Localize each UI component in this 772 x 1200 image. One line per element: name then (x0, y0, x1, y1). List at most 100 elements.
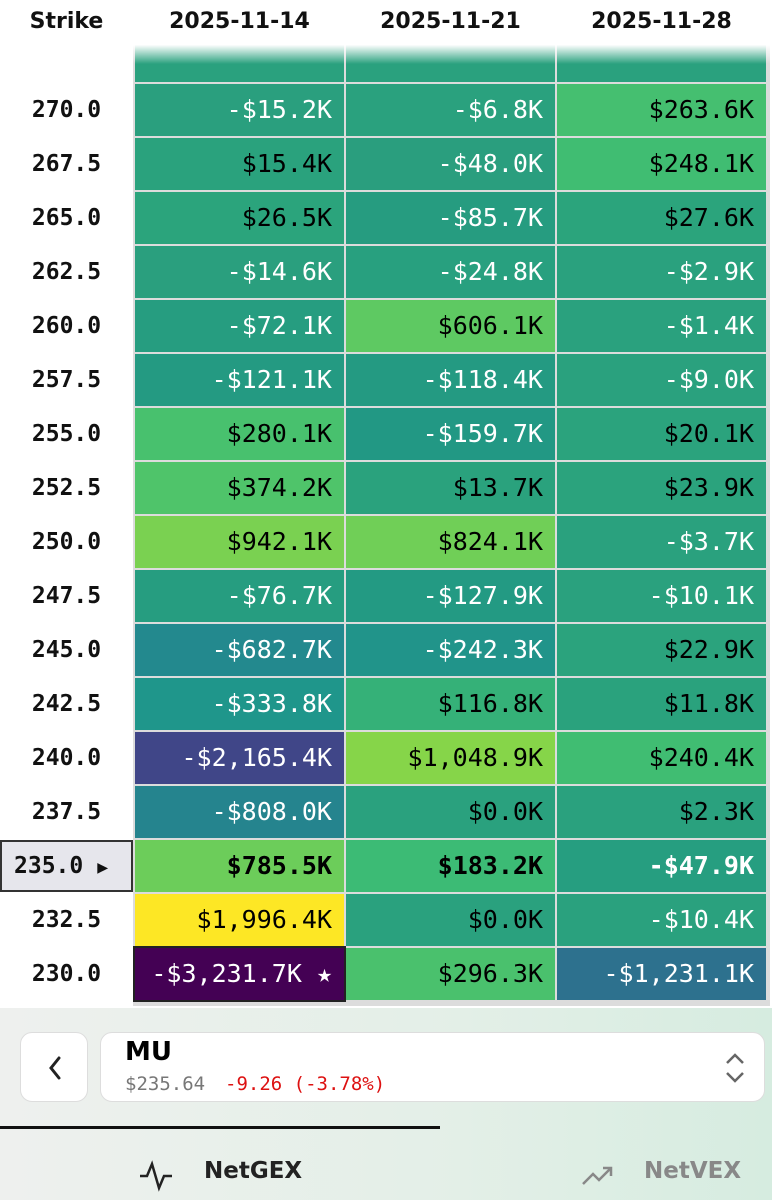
strike-cell: 250.0 (0, 516, 133, 568)
value-cell[interactable]: -$242.3K (346, 624, 555, 676)
value-cell[interactable]: -$10.1K (557, 570, 766, 622)
value-cell[interactable]: -$2.9K (557, 246, 766, 298)
strike-label: 252.5 (31, 475, 102, 501)
value-cell[interactable]: $296.3K (346, 948, 555, 1000)
value-cell[interactable]: -$121.1K (135, 354, 344, 406)
ticker-card[interactable]: MU $235.64 -9.26 (-3.78%) (100, 1032, 765, 1102)
value-cell[interactable]: -$14.6K (135, 246, 344, 298)
value-cell[interactable]: $240.4K (557, 732, 766, 784)
value-cell[interactable]: -$72.1K (135, 300, 344, 352)
value-cell[interactable]: $263.6K (557, 84, 766, 136)
value-cell[interactable]: -$6.8K (346, 84, 555, 136)
value-cell[interactable]: $1,996.4K (135, 894, 344, 946)
strike-label: 237.5 (31, 799, 102, 825)
value-cell[interactable]: $785.5K (135, 840, 344, 892)
strike-label: 262.5 (31, 259, 102, 285)
strike-label: 255.0 (31, 421, 102, 447)
value-cell[interactable]: -$10.4K (557, 894, 766, 946)
strike-label: 245.0 (31, 637, 102, 663)
strike-label: 242.5 (31, 691, 102, 717)
strike-label: 235.0 (14, 853, 84, 879)
value-cell[interactable]: $27.6K (557, 192, 766, 244)
pulse-icon (140, 1160, 172, 1192)
tab-netvex[interactable]: NetVEX (580, 1156, 772, 1196)
value-cell[interactable]: $22.9K (557, 624, 766, 676)
value-cell[interactable]: -$76.7K (135, 570, 344, 622)
strike-label: 247.5 (31, 583, 102, 609)
value-cell[interactable]: $15.4K (135, 138, 344, 190)
value-cell[interactable]: $183.2K (346, 840, 555, 892)
back-icon (49, 1056, 61, 1080)
ticker-change: -9.26 (-3.78%) (225, 1073, 386, 1095)
value-cell[interactable]: $824.1K (346, 516, 555, 568)
strike-cell: 242.5 (0, 678, 133, 730)
value-cell[interactable]: $26.5K (135, 192, 344, 244)
value-cell[interactable]: $280.1K (135, 408, 344, 460)
value-cell[interactable]: -$85.7K (346, 192, 555, 244)
strike-label: 250.0 (31, 529, 102, 555)
strike-cell: 247.5 (0, 570, 133, 622)
strike-cell: 237.5 (0, 786, 133, 838)
strike-cell: 267.5 (0, 138, 133, 190)
tab-label: NetVEX (644, 1158, 742, 1184)
strike-cell: 235.0 ▶ (0, 840, 133, 892)
column-header[interactable]: 2025-11-14 (169, 9, 310, 34)
value-cell[interactable]: $0.0K (346, 786, 555, 838)
strike-cell: 232.5 (0, 894, 133, 946)
value-cell[interactable]: -$9.0K (557, 354, 766, 406)
value-cell[interactable]: $23.9K (557, 462, 766, 514)
value-cell[interactable]: $1,048.9K (346, 732, 555, 784)
ticker-price: $235.64 (125, 1073, 206, 1095)
strike-cell: 255.0 (0, 408, 133, 460)
column-header[interactable]: 2025-11-21 (380, 9, 521, 34)
column-header[interactable]: Strike (29, 9, 104, 34)
value-cell[interactable]: $606.1K (346, 300, 555, 352)
value-cell[interactable]: -$3.7K (557, 516, 766, 568)
value-cell[interactable]: $20.1K (557, 408, 766, 460)
strike-label: 230.0 (31, 961, 102, 987)
value-cell[interactable]: $2.3K (557, 786, 766, 838)
back-button[interactable] (20, 1032, 88, 1102)
value-cell[interactable]: -$24.8K (346, 246, 555, 298)
strike-label: 270.0 (31, 97, 102, 123)
value-cell[interactable]: $11.8K (557, 678, 766, 730)
value-cell[interactable]: -$47.9K (557, 840, 766, 892)
value-cell[interactable]: -$682.7K (135, 624, 344, 676)
selector-icon (726, 1053, 744, 1083)
value-cell[interactable]: $0.0K (346, 894, 555, 946)
tab-label: NetGEX (204, 1158, 303, 1184)
trend-icon (582, 1166, 613, 1185)
strike-label: 260.0 (31, 313, 102, 339)
header-bg (0, 0, 772, 64)
value-cell[interactable]: $13.7K (346, 462, 555, 514)
value-cell[interactable]: -$3,231.7K ★ (133, 946, 346, 1002)
ticker-symbol: MU (125, 1037, 172, 1067)
strike-label: 265.0 (31, 205, 102, 231)
strike-label: 257.5 (31, 367, 102, 393)
value-cell[interactable]: -$48.0K (346, 138, 555, 190)
value-cell[interactable]: -$127.9K (346, 570, 555, 622)
value-cell[interactable]: $248.1K (557, 138, 766, 190)
strike-label: 267.5 (31, 151, 102, 177)
value-cell[interactable]: -$118.4K (346, 354, 555, 406)
value-cell[interactable]: $942.1K (135, 516, 344, 568)
value-cell[interactable]: $116.8K (346, 678, 555, 730)
value-cell[interactable]: -$1.4K (557, 300, 766, 352)
value-cell[interactable]: -$159.7K (346, 408, 555, 460)
value-cell[interactable]: -$808.0K (135, 786, 344, 838)
value-cell[interactable]: $374.2K (135, 462, 344, 514)
value-cell[interactable]: -$2,165.4K (135, 732, 344, 784)
strike-label: 232.5 (31, 907, 102, 933)
strike-cell: 270.0 (0, 84, 133, 136)
strike-cell: 262.5 (0, 246, 133, 298)
value-cell[interactable]: -$15.2K (135, 84, 344, 136)
strike-cell: 252.5 (0, 462, 133, 514)
strike-cell: 245.0 (0, 624, 133, 676)
value-cell[interactable]: -$333.8K (135, 678, 344, 730)
value-cell[interactable]: -$1,231.1K (557, 948, 766, 1000)
column-header[interactable]: 2025-11-28 (591, 9, 732, 34)
strike-label: 240.0 (31, 745, 102, 771)
strike-cell: 265.0 (0, 192, 133, 244)
tab-netgex[interactable]: NetGEX (138, 1156, 338, 1196)
